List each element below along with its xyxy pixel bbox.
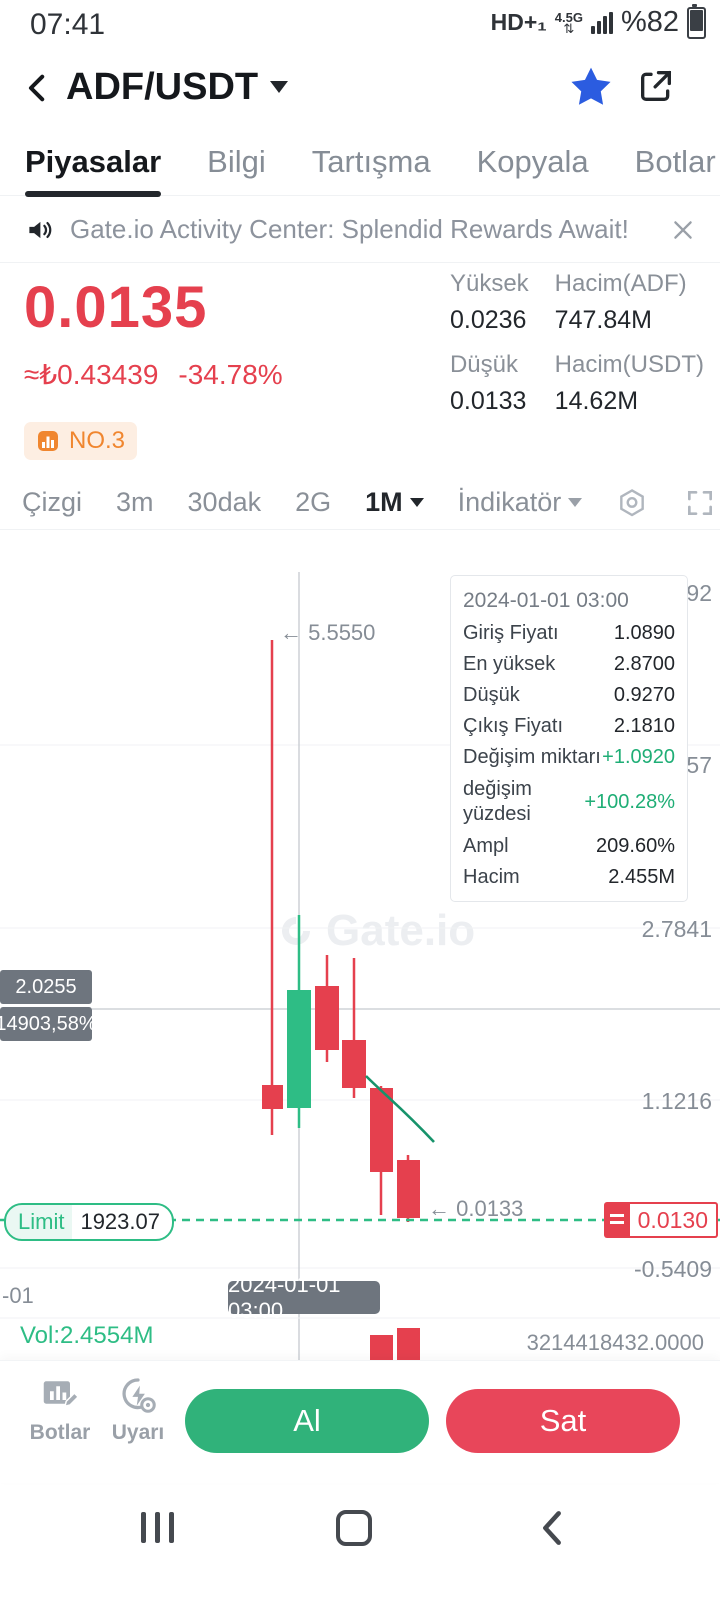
- price-sub-row: ≈₺0.43439 -34.78%: [24, 358, 283, 391]
- header: ADF/USDT: [0, 52, 720, 124]
- chevron-down-icon: [270, 81, 289, 93]
- tooltip-row: Düşük 0.9270: [463, 684, 675, 706]
- speaker-icon: [25, 215, 55, 245]
- crosshair-price-box: 2.0255: [0, 970, 92, 1004]
- low-annotation: ← 0.0133: [428, 1196, 524, 1221]
- y-axis-label: 92: [686, 580, 712, 606]
- volume-axis-label: 3214418432.0000: [526, 1330, 704, 1355]
- alert-icon: [122, 1378, 156, 1413]
- sell-button[interactable]: Sat: [446, 1389, 680, 1453]
- alert-button[interactable]: Uyarı: [100, 1375, 176, 1445]
- star-icon: [571, 67, 611, 105]
- watermark-text: Gate.io: [326, 906, 476, 955]
- gate-logo-icon: [282, 917, 310, 945]
- interval-selected[interactable]: 1M: [365, 487, 424, 518]
- chevron-down-icon: [568, 498, 583, 507]
- ohlc-tooltip: 2024-01-01 03:00 Giriş Fiyatı 1.0890 En y…: [450, 575, 688, 902]
- network-speed-icon: 4.5G ⇅: [554, 9, 583, 36]
- tooltip-row: Çıkış Fiyatı 2.1810: [463, 715, 675, 737]
- fullscreen-icon[interactable]: [684, 487, 716, 519]
- fiat-equivalent: ≈₺0.43439: [24, 359, 159, 390]
- chevron-left-icon: [28, 74, 45, 102]
- stat-low: Düşük 0.0133: [449, 351, 527, 415]
- limit-amount: 1923.07: [80, 1209, 160, 1234]
- tab-bilgi[interactable]: Bilgi: [207, 143, 266, 179]
- percent-change: -34.78%: [178, 359, 283, 390]
- signal-icon: [590, 11, 613, 34]
- tooltip-row: değişim yüzdesi +100.28%: [463, 778, 675, 825]
- crosshair-percent-box: 14903,58%: [0, 1007, 97, 1041]
- tag-price: 0.0130: [629, 1202, 718, 1238]
- status-icons: HD+₁ 4.5G ⇅ %82: [490, 3, 706, 39]
- candlestick-chart[interactable]: Gate.io 9: [0, 530, 720, 1360]
- last-price-tag[interactable]: 0.0130: [603, 1202, 718, 1238]
- network-type: HD+₁: [490, 9, 547, 35]
- y-axis-label: 57: [686, 752, 712, 778]
- orderbook-toggle-icon: [603, 1202, 630, 1238]
- bots-icon: [43, 1381, 80, 1408]
- tooltip-row: Ampl 209.60%: [463, 835, 675, 857]
- volume-label: Vol:2.4554M: [20, 1322, 154, 1349]
- stat-high: Yüksek 0.0236: [449, 270, 529, 334]
- battery-icon: [687, 3, 706, 39]
- tooltip-row: Giriş Fiyatı 1.0890: [463, 622, 675, 644]
- tab-tartisma[interactable]: Tartışma: [311, 143, 431, 179]
- interval-2d[interactable]: 2G: [295, 487, 332, 517]
- share-button[interactable]: [636, 66, 676, 111]
- rank-icon: [38, 431, 58, 451]
- tooltip-row: En yüksek 2.8700: [463, 653, 675, 675]
- tab-bar: Piyasalar Bilgi Tartışma Kopyala Botlar: [0, 128, 720, 197]
- back-button[interactable]: [18, 66, 58, 110]
- chart-canvas: [0, 572, 720, 1360]
- tooltip-row: Hacim 2.455M: [463, 866, 675, 888]
- nav-back-icon[interactable]: [540, 1509, 564, 1552]
- y-axis-label: -0.5409: [633, 1256, 712, 1282]
- settings-gear-icon[interactable]: [616, 487, 648, 519]
- interval-3m[interactable]: 3m: [116, 487, 154, 517]
- tab-piyasalar[interactable]: Piyasalar: [25, 128, 162, 197]
- chart-toolbar: Çizgi 3m 30dak 2G 1M İndikatör: [0, 476, 720, 530]
- tab-kopyala[interactable]: Kopyala: [476, 143, 589, 179]
- action-bar: Botlar Uyarı Al Sat: [0, 1360, 720, 1483]
- interval-30min[interactable]: 30dak: [187, 487, 262, 517]
- rank-text: NO.3: [69, 427, 126, 454]
- announcement-banner[interactable]: Gate.io Activity Center: Splendid Reward…: [0, 197, 720, 263]
- rank-badge[interactable]: NO.3: [24, 422, 138, 460]
- last-price: 0.0135: [24, 275, 208, 340]
- limit-label: Limit: [6, 1205, 73, 1239]
- indicator-menu[interactable]: İndikatör: [458, 487, 583, 518]
- home-icon[interactable]: [336, 1510, 372, 1546]
- status-bar: 07:41 HD+₁ 4.5G ⇅ %82: [0, 0, 720, 48]
- x-axis-label-partial: -01: [2, 1283, 34, 1308]
- market-stats: Yüksek 0.0236 Hacim(ADF) 747.84M Düşük 0…: [450, 270, 704, 416]
- page-title: ADF/USDT: [66, 65, 259, 108]
- stat-volume-base: Hacim(ADF) 747.84M: [554, 270, 687, 334]
- battery-percent: %82: [620, 6, 679, 38]
- announcement-text: Gate.io Activity Center: Splendid Reward…: [70, 214, 629, 244]
- tab-botlar[interactable]: Botlar: [634, 143, 716, 179]
- share-icon: [641, 71, 671, 101]
- limit-order-tag[interactable]: Limit 1923.07: [4, 1203, 174, 1241]
- chart-type-line[interactable]: Çizgi: [22, 487, 83, 517]
- system-nav-bar: [0, 1482, 720, 1600]
- recents-icon[interactable]: [141, 1512, 174, 1543]
- crosshair-date-box: 2024-01-01 03:00: [228, 1272, 380, 1323]
- high-annotation: ← 5.5550: [280, 620, 376, 645]
- y-axis-label: 2.7841: [641, 916, 712, 942]
- favorite-button[interactable]: [568, 64, 614, 115]
- pair-selector[interactable]: ADF/USDT: [66, 60, 289, 114]
- close-icon[interactable]: [670, 217, 696, 243]
- tooltip-date: 2024-01-01 03:00: [463, 589, 629, 612]
- watermark: Gate.io: [276, 906, 475, 956]
- tooltip-row: Değişim miktarı +1.0920: [463, 746, 675, 768]
- buy-button[interactable]: Al: [185, 1389, 429, 1453]
- stat-volume-quote: Hacim(USDT) 14.62M: [554, 351, 704, 415]
- chevron-down-icon: [409, 498, 424, 507]
- clock: 07:41: [30, 8, 106, 41]
- y-axis-label: 1.1216: [641, 1088, 712, 1114]
- bots-button[interactable]: Botlar: [22, 1375, 98, 1445]
